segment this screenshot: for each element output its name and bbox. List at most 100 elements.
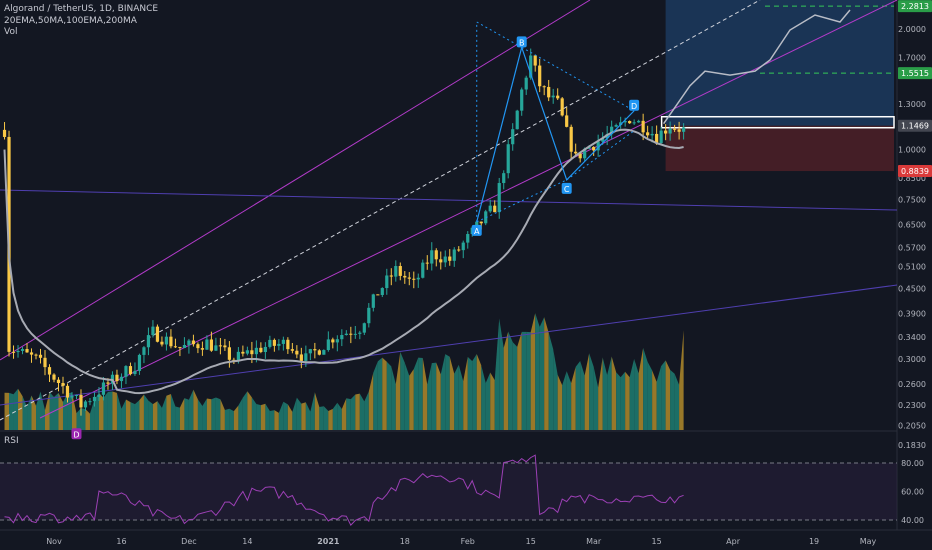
candle-body: [277, 343, 281, 346]
candle-body: [466, 234, 470, 243]
volume-bar: [454, 364, 459, 430]
volume-bar: [301, 402, 306, 430]
time-tick-label: Nov: [46, 537, 62, 546]
volume-bar: [85, 409, 90, 430]
volume-bar: [629, 358, 635, 430]
volume-bar: [139, 394, 144, 430]
candle-body: [547, 86, 551, 98]
volume-bar: [647, 361, 653, 430]
candle-body: [106, 382, 110, 384]
price-tick-label: 0.2600: [898, 380, 926, 389]
candle-body: [592, 147, 596, 151]
volume-bar: [539, 317, 545, 430]
volume-bar: [440, 354, 446, 430]
volume-bar: [593, 366, 599, 430]
volume-bar: [314, 392, 320, 430]
volume-bar: [256, 404, 261, 430]
candle-body: [650, 133, 654, 136]
candle-body: [290, 349, 294, 351]
volume-bar: [40, 391, 46, 430]
volume-bar: [391, 366, 396, 430]
price-projection: [663, 9, 851, 125]
stop-label-text: 0.8839: [901, 167, 929, 176]
candle-body: [20, 349, 25, 351]
volume-bar: [36, 391, 41, 430]
indicators-legend[interactable]: 20EMA,50MA,100EMA,200MA: [4, 16, 137, 26]
pattern-legs: [476, 45, 635, 223]
current-price-label-bg: [898, 119, 932, 132]
pattern-ac: [476, 179, 567, 223]
candle-body: [34, 354, 38, 356]
volume-legend[interactable]: Vol: [4, 27, 18, 37]
candle-body: [416, 277, 420, 280]
volume-bar: [116, 392, 122, 430]
current-price-label-text: 1.1469: [901, 122, 929, 131]
volume-bar: [22, 396, 28, 430]
candle-body: [38, 354, 43, 358]
volume-bar: [580, 360, 585, 430]
channel-upper: [0, 0, 591, 361]
volume-bar: [413, 357, 419, 430]
candle-body: [182, 345, 187, 348]
pattern-point-marker: [629, 99, 640, 111]
volume-bar: [670, 369, 675, 430]
candle-body: [560, 98, 564, 116]
stop-label: 0.8839: [898, 165, 932, 178]
volume-bar: [503, 331, 509, 430]
symbol-title[interactable]: Algorand / TetherUS, 1D, BINANCE: [4, 4, 159, 14]
volume-bar: [598, 357, 603, 430]
volume-bar: [94, 392, 99, 430]
volume-bar: [490, 372, 495, 430]
volume-bar: [274, 410, 279, 430]
candle-body: [65, 385, 70, 398]
target-2-label-text: 2.2813: [901, 2, 929, 11]
volume-bar: [404, 362, 410, 430]
stop-label-bg: [898, 165, 932, 178]
price-axis[interactable]: 2.0000 1.7000 1.3000 1.0000 0.8500 0.7500 0.65…: [898, 0, 932, 525]
candle-body: [236, 351, 240, 361]
price-tick-label: 0.3000: [898, 355, 926, 364]
time-axis[interactable]: Nov 16 Dec 14 2021 18 Feb 15 Mar 15 Apr 19 May: [46, 537, 876, 546]
candle-body: [646, 132, 650, 136]
candle-body: [47, 367, 52, 375]
volume-bar: [472, 354, 477, 430]
volume-bar: [359, 393, 365, 430]
candle-body: [362, 323, 366, 333]
volume-bar: [571, 366, 576, 430]
candle-body: [340, 335, 344, 340]
volume-bar: [553, 349, 558, 430]
candle-body: [664, 130, 668, 134]
volume-bars: [4, 313, 684, 430]
candle-body: [673, 128, 677, 130]
candle-body: [115, 374, 119, 382]
candle-body: [83, 401, 88, 408]
candle-body: [574, 151, 578, 154]
volume-bar: [143, 394, 149, 430]
volume-bar: [175, 406, 180, 430]
candle-body: [2, 129, 7, 137]
volume-bar: [134, 400, 140, 430]
horizontal-trend: [0, 189, 898, 211]
candle-body: [124, 366, 128, 377]
pattern-point-label: D: [73, 430, 79, 439]
volume-bar: [377, 357, 383, 430]
volume-bar: [589, 353, 594, 430]
volume-bar: [58, 392, 63, 430]
volume-bar: [184, 398, 189, 430]
volume-bar: [620, 371, 626, 430]
volume-bar: [148, 400, 153, 430]
price-tick-label: 1.7000: [898, 53, 926, 62]
volume-bar: [166, 393, 171, 430]
rsi-legend[interactable]: RSI: [4, 436, 19, 446]
volume-bar: [206, 398, 212, 430]
risk-reward-zones: [660, 0, 895, 172]
candle-body: [344, 333, 348, 336]
candle-body: [272, 339, 276, 346]
volume-bar: [575, 360, 581, 430]
volume-bar: [337, 402, 342, 430]
candle-body: [425, 262, 429, 264]
volume-bar: [517, 331, 522, 430]
candle-body: [164, 336, 169, 345]
volume-bar: [422, 358, 428, 430]
